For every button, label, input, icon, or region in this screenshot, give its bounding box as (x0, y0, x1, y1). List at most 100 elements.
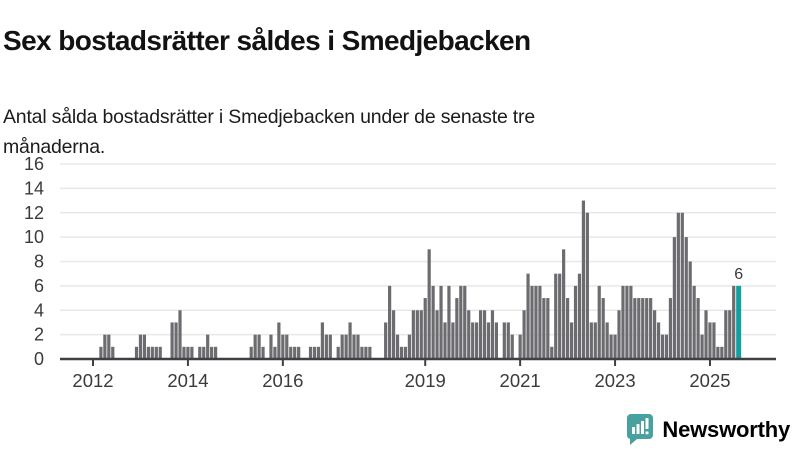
bar (154, 346, 158, 359)
bar (360, 346, 364, 359)
bar (593, 322, 597, 359)
bar (542, 298, 546, 359)
bar (684, 237, 688, 360)
bar (281, 334, 285, 360)
bar (99, 346, 103, 359)
bar (186, 346, 190, 359)
bar (546, 298, 550, 359)
bar (668, 298, 673, 359)
bar (728, 310, 732, 359)
bar (447, 285, 451, 360)
bar (340, 334, 344, 360)
bar (214, 346, 218, 359)
x-axis-tick-label: 2019 (405, 370, 446, 391)
bar (478, 310, 483, 359)
bar (348, 322, 352, 359)
bar (550, 346, 554, 359)
bar (696, 298, 700, 359)
bar (688, 261, 692, 359)
bar (490, 310, 495, 359)
y-axis-tick-label: 0 (34, 349, 44, 369)
y-axis-tick-label: 12 (24, 203, 44, 223)
bar (558, 273, 562, 359)
newsworthy-logo-text: Newsworthy (662, 416, 790, 442)
bar (202, 346, 206, 359)
bar (182, 346, 186, 359)
bar (257, 334, 261, 360)
bar (680, 212, 684, 359)
bar (463, 285, 467, 360)
bar (569, 322, 574, 359)
chart-subtitle: Antal sålda bostadsrätter i Smedjebacken… (3, 105, 535, 158)
bar (609, 334, 613, 360)
y-axis-tick-label: 4 (34, 300, 44, 320)
bar (415, 310, 419, 359)
bar (293, 346, 297, 359)
bar (423, 298, 427, 359)
bar (297, 346, 301, 359)
bar (190, 346, 194, 359)
bar (403, 346, 408, 359)
x-axis-tick-label: 2023 (594, 370, 635, 391)
bar (158, 346, 162, 359)
bar (455, 298, 459, 359)
newsworthy-logo: Newsworthy (626, 413, 790, 446)
bar (427, 249, 431, 359)
bar (653, 310, 657, 359)
bar-chart: 0 2 4 6 8 10 12 14 16 6 2012 2014 2016 2019 2021 2023 20… (0, 150, 800, 410)
bar (700, 334, 704, 360)
bar (581, 200, 586, 359)
bar (316, 346, 321, 359)
bar (471, 322, 475, 359)
bar (174, 322, 178, 359)
y-axis-tick-label: 8 (34, 252, 44, 272)
bar (482, 310, 487, 359)
bar-chart-canvas: 0 2 4 6 8 10 12 14 16 6 2012 2014 2016 2019 2021 2023 20… (24, 154, 776, 391)
y-axis-tick-label: 10 (24, 227, 44, 247)
bar (641, 298, 645, 359)
bar (467, 310, 471, 359)
bar (613, 334, 617, 360)
bar (210, 346, 214, 359)
bar (530, 285, 534, 360)
bar (692, 285, 696, 360)
bar (324, 334, 328, 360)
bar (506, 322, 510, 359)
bar (522, 310, 526, 359)
bar (656, 322, 661, 359)
bar (589, 322, 593, 359)
bar (502, 322, 506, 359)
bar (150, 346, 154, 359)
bar (261, 346, 265, 359)
bar (601, 298, 605, 359)
bar (645, 298, 649, 359)
bar (249, 346, 253, 359)
bar (391, 310, 396, 359)
bar (629, 285, 633, 360)
x-axis-tick-label: 2021 (500, 370, 541, 391)
bar (206, 334, 210, 360)
y-axis-tick-label: 14 (24, 178, 44, 198)
bar (111, 346, 115, 359)
bar (538, 285, 542, 360)
bar (146, 346, 150, 359)
bar (384, 322, 388, 359)
bar (625, 285, 629, 360)
bar (107, 334, 111, 360)
bar (289, 346, 293, 359)
bar (732, 285, 736, 360)
page-title: Sex bostadsrätter såldes i Smedjebacken (3, 24, 531, 56)
bar (356, 334, 360, 360)
bar (178, 310, 182, 359)
bar (336, 346, 340, 359)
bar (419, 310, 423, 359)
bar (142, 334, 147, 360)
y-axis-tick-label: 16 (24, 154, 44, 174)
bar (704, 310, 708, 359)
bar (577, 273, 582, 359)
bar (399, 346, 404, 359)
bar (633, 298, 637, 359)
bar (708, 322, 712, 359)
bar (459, 285, 463, 360)
x-axis-tick-label: 2025 (689, 370, 730, 391)
